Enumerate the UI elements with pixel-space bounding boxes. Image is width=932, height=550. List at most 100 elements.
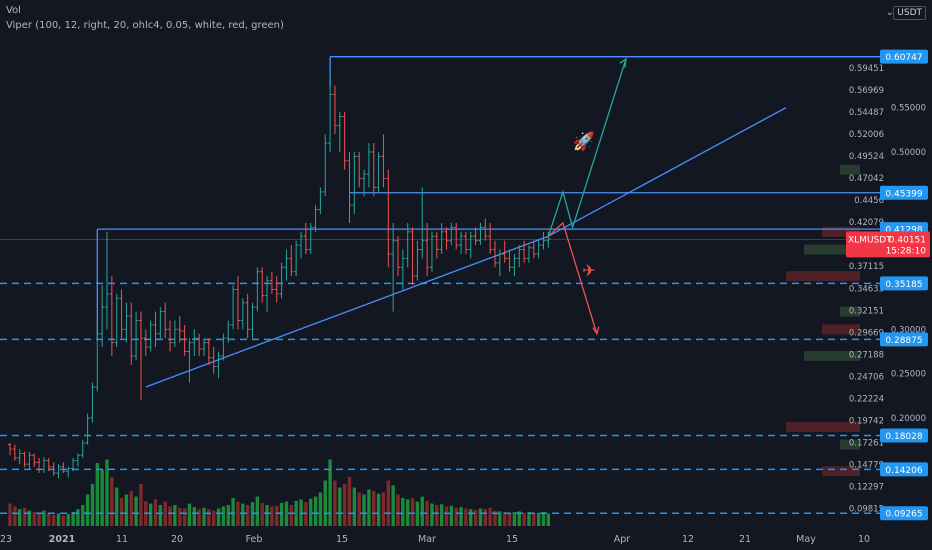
volume-bar	[187, 503, 192, 526]
bearish-arrow-head	[592, 326, 600, 336]
dropdown-arrow-icon[interactable]: ⌄	[885, 7, 894, 18]
volume-bar	[313, 496, 318, 526]
rocket-icon: 🚀	[573, 131, 595, 153]
volume-bar	[158, 505, 163, 526]
volume-profile-bar	[822, 466, 860, 477]
y-tick-label-round: 0.25000	[891, 370, 926, 380]
level-label: 0.28875	[885, 336, 922, 346]
volume-bar	[512, 512, 517, 526]
volume-bar	[81, 505, 85, 526]
y-tick-label: 0.34633	[849, 284, 884, 294]
volume-bar	[284, 501, 289, 526]
volume-bar	[95, 463, 99, 526]
volume-bar	[342, 484, 347, 526]
volume-bar	[386, 480, 390, 526]
x-tick-label: 10	[858, 534, 870, 545]
trendline	[145, 235, 549, 388]
y-tick-label: 0.37115	[849, 262, 884, 272]
volume-profile-bar	[804, 350, 860, 361]
level-label: 0.18028	[885, 432, 922, 442]
y-tick-label: 0.54487	[849, 108, 884, 118]
volume-bar	[197, 509, 201, 526]
y-tick-label: 0.47042	[849, 174, 884, 184]
price-tag-bg	[846, 231, 930, 258]
volume-bar	[478, 508, 483, 526]
volume-bar	[124, 494, 129, 526]
x-tick-label: Apr	[614, 534, 631, 545]
volume-bar	[362, 494, 366, 526]
volume-bar	[192, 507, 196, 526]
volume-bar	[241, 503, 245, 526]
volume-profile-bar	[822, 324, 860, 335]
y-tick-label: 0.32151	[849, 306, 884, 316]
y-tick-label: 0.22224	[849, 394, 884, 404]
volume-bar	[464, 508, 468, 526]
volume-bar	[357, 492, 361, 526]
volume-bar	[323, 480, 327, 526]
x-tick-label: 21	[739, 534, 751, 545]
x-tick-label: Mar	[418, 534, 436, 545]
volume-bar	[469, 509, 473, 526]
volume-bar	[85, 494, 90, 526]
volume-bar	[483, 509, 487, 526]
x-tick-label: 23	[0, 534, 12, 545]
volume-bar	[367, 489, 371, 526]
volume-bar	[100, 470, 104, 526]
volume-bar	[8, 503, 12, 526]
volume-bar	[207, 509, 211, 526]
y-tick-label: 0.42079	[849, 218, 884, 228]
volume-bar	[425, 500, 429, 526]
volume-bar	[546, 513, 551, 526]
level-label-bg	[880, 185, 928, 200]
level-label-bg	[880, 462, 928, 477]
volume-bar	[182, 508, 187, 526]
volume-bar	[168, 506, 172, 526]
volume-bar	[309, 498, 313, 526]
volume-bar	[202, 507, 206, 526]
current-price-label: 0.40151	[889, 235, 926, 245]
y-tick-label-round: 0.30000	[891, 325, 926, 335]
volume-bar	[391, 485, 395, 526]
volume-bar	[221, 506, 226, 526]
volume-bar	[541, 512, 546, 526]
bullish-projection	[547, 58, 627, 237]
bearish-projection	[547, 221, 598, 334]
volume-profile-bar	[840, 439, 860, 450]
currency-selector[interactable]: USDT	[893, 6, 926, 20]
level-label-bg	[880, 428, 928, 443]
y-tick-label-round: 0.55000	[891, 104, 926, 114]
volume-bar	[372, 491, 376, 526]
volume-bar	[250, 502, 255, 526]
volume-bar	[163, 501, 167, 526]
indicator-label: Viper (100, 12, right, 20, ohlc4, 0.05, …	[6, 20, 284, 31]
volume-bar	[27, 510, 32, 526]
volume-bar	[216, 508, 221, 526]
y-tick-label-round: 0.50000	[891, 148, 926, 158]
volume-bar	[226, 505, 230, 526]
volume-bar	[338, 487, 342, 526]
y-tick-label: 0.27188	[849, 350, 884, 360]
y-tick-label: 0.24706	[849, 372, 884, 382]
volume-bar	[212, 510, 216, 526]
volume-bar	[134, 496, 138, 526]
volume-bar	[328, 459, 332, 526]
x-tick-label: 20	[171, 534, 183, 545]
symbol-label: XLMUSDT	[848, 235, 892, 245]
volume-bar	[245, 505, 250, 526]
x-tick-label: 12	[682, 534, 694, 545]
level-label: 0.60747	[885, 53, 922, 63]
volume-bar	[42, 510, 46, 526]
y-tick-label-round: 0.20000	[891, 414, 926, 424]
volume-bar	[71, 512, 75, 526]
volume-bar	[488, 507, 492, 526]
plane-icon: ✈	[582, 261, 595, 280]
trendline	[548, 107, 787, 237]
bullish-arrow-head	[619, 57, 627, 68]
volume-bar	[279, 502, 284, 526]
volume-bar	[410, 498, 415, 526]
volume-bar	[37, 513, 41, 526]
volume-bar	[260, 502, 264, 526]
volume-bar	[47, 512, 51, 526]
